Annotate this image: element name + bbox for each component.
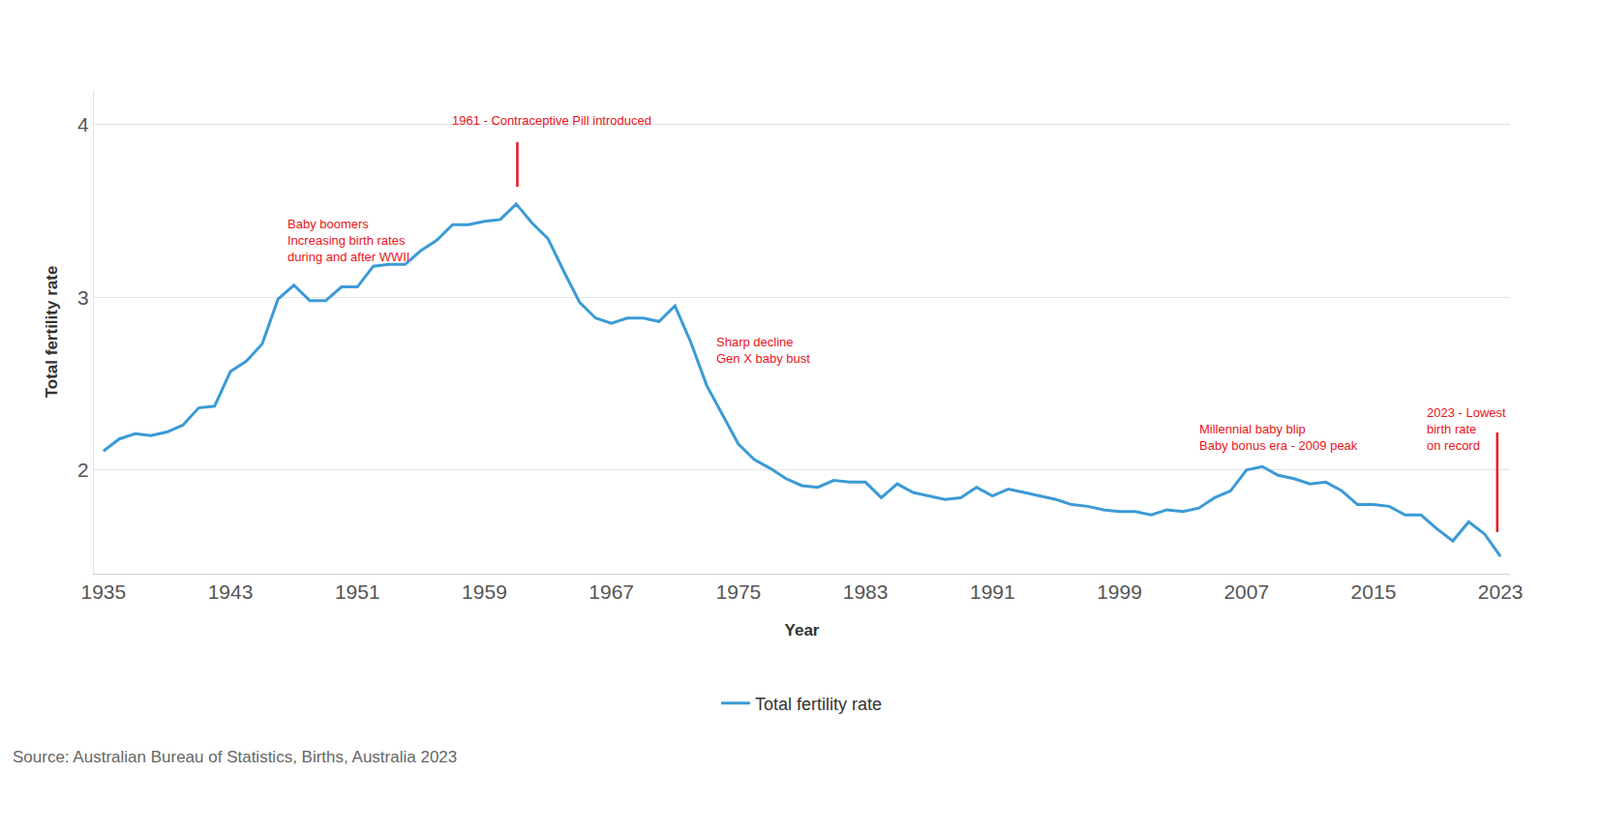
svg-text:Total fertility rate: Total fertility rate	[42, 266, 61, 399]
svg-text:1961 - Contraceptive Pill intr: 1961 - Contraceptive Pill introduced	[452, 113, 652, 128]
svg-text:2023: 2023	[1478, 580, 1524, 604]
svg-text:Sharp declineGen X baby bust: Sharp declineGen X baby bust	[716, 334, 811, 366]
svg-text:1967: 1967	[588, 580, 634, 604]
svg-text:1935: 1935	[80, 580, 126, 604]
svg-text:1943: 1943	[208, 580, 254, 604]
svg-text:2015: 2015	[1351, 580, 1397, 604]
svg-text:2007: 2007	[1223, 580, 1269, 604]
svg-text:Total fertility rate: Total fertility rate	[754, 694, 882, 715]
svg-text:1991: 1991	[969, 580, 1016, 604]
svg-text:1975: 1975	[716, 580, 762, 604]
svg-text:Year: Year	[784, 621, 820, 640]
svg-text:Baby boomersIncreasing birth r: Baby boomersIncreasing birth ratesduring…	[287, 216, 410, 265]
svg-text:3: 3	[77, 286, 90, 309]
svg-text:2: 2	[77, 458, 90, 482]
svg-text:1983: 1983	[843, 580, 889, 604]
svg-text:1999: 1999	[1096, 580, 1143, 604]
svg-text:Source: Australian Bureau of S: Source: Australian Bureau of Statistics,…	[12, 748, 457, 767]
svg-text:Millennial baby blipBaby bonus: Millennial baby blipBaby bonus era - 200…	[1199, 422, 1359, 453]
svg-text:4: 4	[77, 113, 90, 136]
svg-text:1959: 1959	[461, 580, 508, 604]
svg-text:2023 - Lowestbirth rateon reco: 2023 - Lowestbirth rateon record	[1426, 405, 1507, 453]
svg-text:1951: 1951	[334, 580, 381, 604]
